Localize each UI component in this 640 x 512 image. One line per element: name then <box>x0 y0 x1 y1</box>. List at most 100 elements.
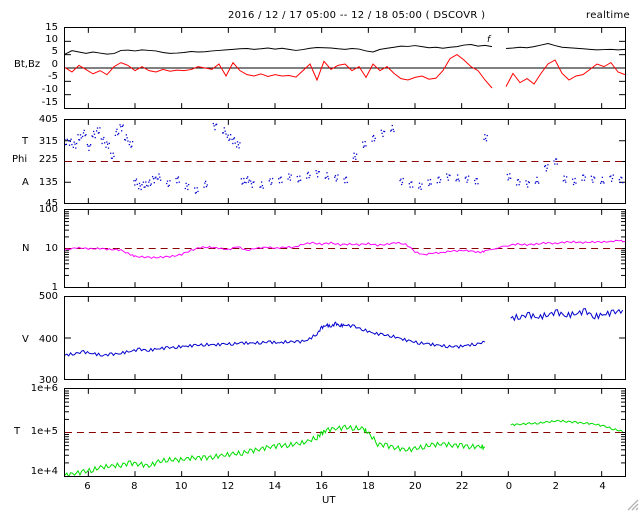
data-point <box>507 179 509 181</box>
data-point <box>411 181 413 183</box>
data-point <box>592 181 594 183</box>
data-point <box>139 185 141 187</box>
data-point <box>212 122 214 125</box>
resize-grip-icon[interactable] <box>626 498 639 511</box>
data-point <box>102 138 104 141</box>
x-axis-title: UT <box>322 495 336 506</box>
data-point <box>72 146 74 148</box>
data-point <box>383 130 386 133</box>
data-point <box>106 143 109 145</box>
data-point <box>421 183 423 185</box>
data-point <box>618 178 621 181</box>
data-point <box>79 134 82 136</box>
data-point <box>94 136 96 139</box>
data-point <box>136 183 138 186</box>
data-point <box>448 174 450 176</box>
data-point <box>227 134 229 136</box>
data-point <box>612 174 614 176</box>
data-point <box>239 142 241 144</box>
x-tick-label: 16 <box>315 481 328 492</box>
x-tick-label: 20 <box>408 481 422 492</box>
data-point <box>149 179 151 181</box>
ytick-btbz-0: 0 <box>51 59 58 70</box>
data-point <box>262 187 264 189</box>
data-point <box>261 184 264 187</box>
data-point <box>324 177 326 179</box>
data-point <box>437 177 439 179</box>
data-point <box>222 132 225 134</box>
data-point <box>175 177 177 180</box>
data-point <box>269 178 271 180</box>
data-point <box>508 177 510 179</box>
data-point <box>575 182 577 184</box>
data-point <box>374 137 376 140</box>
data-point <box>381 132 383 134</box>
data-point <box>601 176 603 179</box>
page-title: 2016 / 12 / 17 05:00 -- 12 / 18 05:00 ( … <box>228 10 486 21</box>
data-point <box>97 132 99 134</box>
data-point <box>373 134 375 137</box>
data-point <box>71 143 73 146</box>
data-point <box>390 129 393 131</box>
data-point <box>261 181 263 183</box>
data-point <box>66 138 68 141</box>
data-point <box>420 188 422 190</box>
data-point <box>78 139 80 141</box>
data-point <box>142 181 145 183</box>
data-point <box>224 130 226 132</box>
data-point <box>594 177 596 179</box>
data-point <box>167 185 169 187</box>
data-point <box>289 176 291 178</box>
data-point <box>114 134 117 137</box>
data-point <box>400 178 402 180</box>
data-point <box>509 173 511 175</box>
data-point <box>325 176 327 179</box>
axis-label-alpha: A <box>22 177 29 188</box>
data-point <box>335 180 337 182</box>
data-point <box>111 157 113 159</box>
data-point <box>535 181 537 183</box>
data-point <box>317 176 319 178</box>
data-point <box>197 190 199 193</box>
data-point <box>315 169 317 172</box>
data-point <box>308 176 310 179</box>
data-point <box>205 186 208 188</box>
data-point <box>621 177 623 179</box>
panel-velocity-ticks <box>65 297 625 379</box>
data-point <box>74 143 76 145</box>
data-point <box>177 177 179 179</box>
data-point <box>178 181 180 183</box>
data-point <box>253 181 255 183</box>
data-point <box>467 179 469 181</box>
data-point <box>574 177 576 180</box>
data-point <box>238 147 240 149</box>
data-point <box>334 176 336 178</box>
data-point <box>355 158 357 160</box>
data-point <box>474 179 476 182</box>
x-tick-label: 6 <box>84 481 91 492</box>
data-point <box>166 182 168 185</box>
data-point <box>110 152 112 154</box>
data-point <box>371 140 373 142</box>
data-point <box>86 143 89 146</box>
data-point <box>138 187 140 190</box>
data-point <box>68 144 71 146</box>
data-point <box>427 179 429 181</box>
data-point <box>91 135 93 137</box>
data-point <box>65 143 68 145</box>
data-point <box>166 180 169 182</box>
data-point <box>87 145 89 147</box>
data-point <box>602 181 604 183</box>
ytick-n-10: 10 <box>45 243 58 254</box>
series-bt-line-b <box>505 43 625 51</box>
data-point <box>120 126 122 128</box>
data-point <box>157 178 159 180</box>
data-point <box>418 182 421 184</box>
axis-label-theta: T <box>22 136 29 147</box>
data-point <box>622 182 624 184</box>
data-point <box>534 182 537 184</box>
data-point <box>399 179 401 182</box>
data-point <box>78 139 81 141</box>
data-point <box>73 141 75 143</box>
data-point <box>213 125 215 127</box>
